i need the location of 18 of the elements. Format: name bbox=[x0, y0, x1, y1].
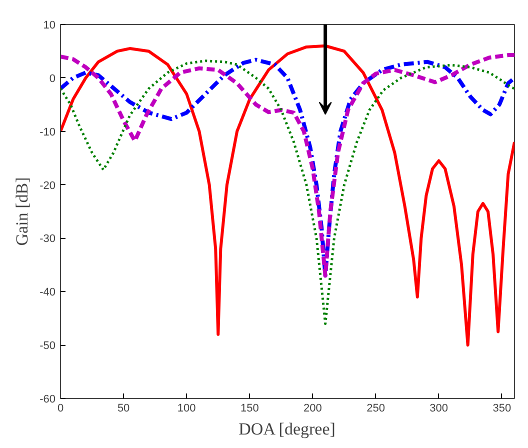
y-tick-label: 10 bbox=[43, 20, 56, 32]
y-axis-title: Gain [dB] bbox=[12, 177, 32, 246]
x-tick-label: 250 bbox=[366, 402, 385, 414]
x-tick-label: 50 bbox=[117, 402, 130, 414]
y-tick-label: -30 bbox=[40, 233, 56, 246]
y-tick-label: -50 bbox=[40, 340, 56, 352]
y-tick-label: -60 bbox=[40, 394, 56, 406]
y-tick-label: 0 bbox=[49, 72, 56, 85]
x-tick-label: 200 bbox=[304, 402, 322, 414]
x-axis-title: DOA [degree] bbox=[238, 420, 336, 438]
x-tick-label: 0 bbox=[57, 402, 64, 414]
x-tick-label: 300 bbox=[430, 402, 448, 414]
x-tick-label: 100 bbox=[177, 402, 196, 414]
x-tick-label: 150 bbox=[240, 402, 259, 414]
y-tick-label: -10 bbox=[40, 126, 56, 138]
x-tick-label: 350 bbox=[492, 402, 512, 414]
y-tick-label: -20 bbox=[40, 180, 56, 192]
y-tick-label: -40 bbox=[40, 286, 56, 299]
